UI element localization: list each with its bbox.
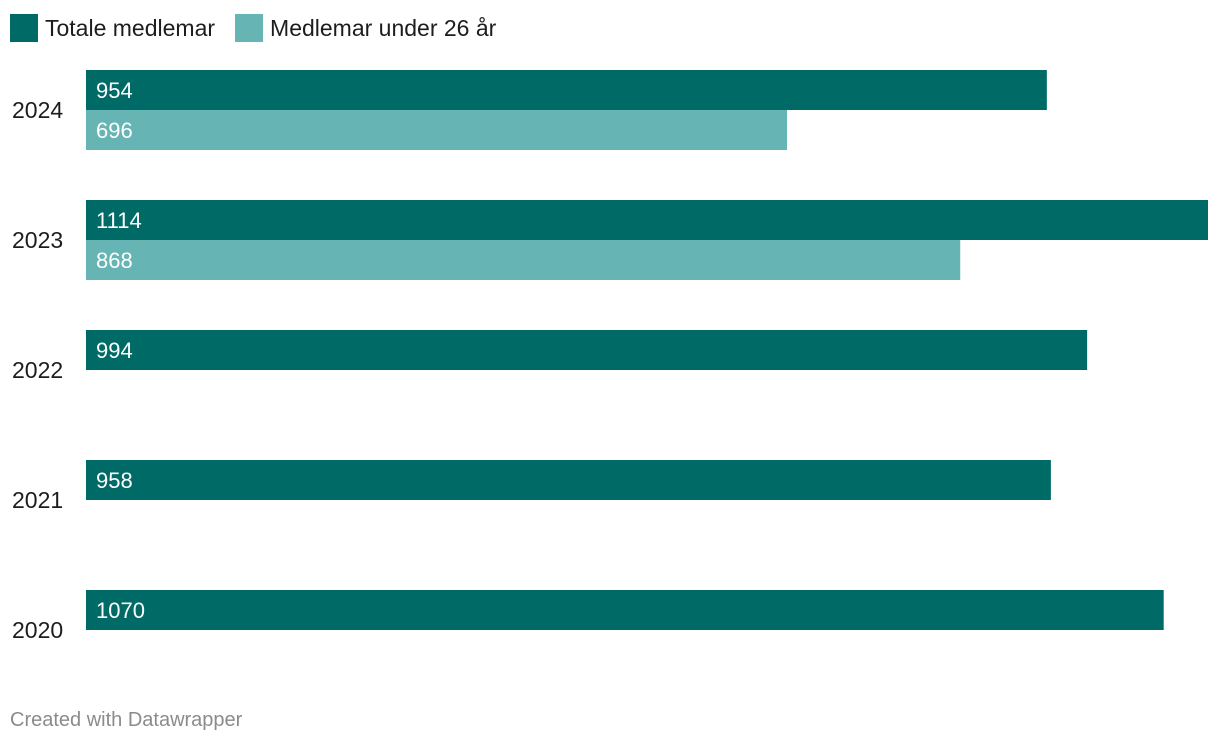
bar-totale-2021: [86, 460, 1051, 500]
legend-label-totale-medlemar: Totale medlemar: [45, 14, 216, 41]
legend-swatch-medlemar-under-26: [235, 14, 264, 42]
category-label-2024: 2024: [12, 97, 63, 123]
data-label-totale-2020: 1070: [96, 598, 145, 623]
bar-under-26-2024: [86, 110, 787, 150]
legend: Totale medlemar Medlemar under 26 år: [10, 12, 496, 44]
legend-item-totale-medlemar: Totale medlemar: [10, 14, 215, 42]
bar-totale-2022: [86, 330, 1088, 370]
legend-item-medlemar-under-26: Medlemar under 26 år: [235, 14, 496, 42]
category-label-2022: 2022: [12, 357, 63, 383]
category-label-2020: 2020: [12, 617, 63, 643]
data-label-under-26-2023: 868: [96, 248, 133, 273]
data-label-totale-2022: 994: [96, 338, 133, 363]
bar-chart: 2024 954 696 2023 1114 868 2022 994 2021 958 2020 1…: [12, 70, 1208, 643]
data-label-under-26-2024: 696: [96, 118, 133, 143]
bar-totale-2023: [86, 200, 1208, 240]
footer-credit: Created with Datawrapper: [10, 709, 243, 731]
data-label-totale-2021: 958: [96, 468, 133, 493]
bar-under-26-2023: [86, 240, 961, 280]
bar-totale-2024: [86, 70, 1047, 110]
legend-label-medlemar-under-26: Medlemar under 26 år: [270, 14, 497, 41]
legend-swatch-totale-medlemar: [10, 14, 38, 42]
category-label-2023: 2023: [12, 227, 63, 253]
data-label-totale-2024: 954: [96, 78, 133, 103]
bar-totale-2020: [86, 590, 1164, 630]
data-label-totale-2023: 1114: [96, 208, 142, 233]
category-label-2021: 2021: [12, 487, 63, 513]
